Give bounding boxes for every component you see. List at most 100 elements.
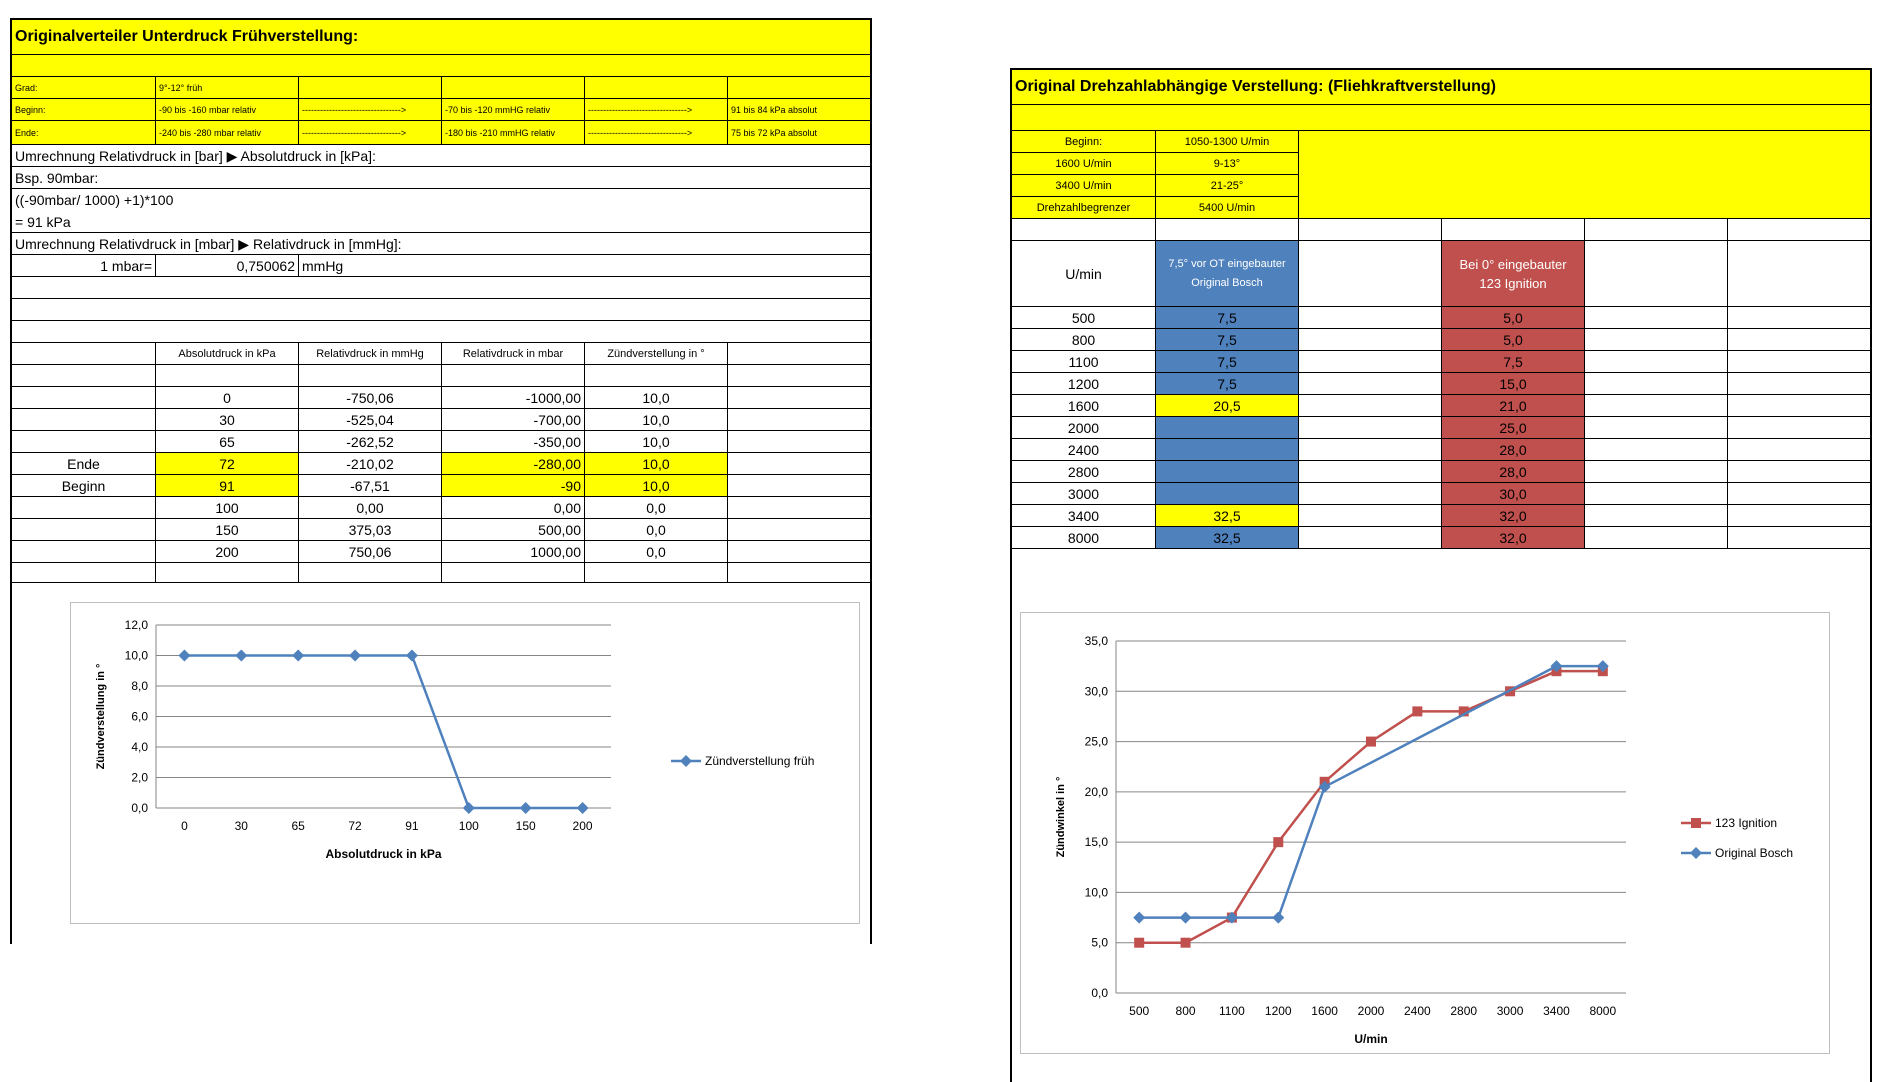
header-kpa: Absolutdruck in kPa (155, 343, 298, 365)
mbar-value: -90 (441, 475, 584, 497)
info-row: Grad: 9°-12° früh (12, 76, 870, 99)
ignition-value: 5,0 (1441, 307, 1584, 329)
vacuum-title-row: Originalverteiler Unterdruck Frühverstel… (12, 20, 870, 54)
y-tick-label: 35,0 (1085, 634, 1109, 648)
x-tick-label: 3000 (1497, 1004, 1524, 1018)
header-mmhg: Relativdruck in mmHg (298, 343, 441, 365)
grid-cell (727, 519, 870, 541)
info-value: -180 bis -210 mmHG relativ (441, 121, 584, 145)
grid-cell (1298, 351, 1441, 373)
y-tick-label: 0,0 (131, 801, 148, 815)
ignition-value: 21,0 (1441, 395, 1584, 417)
mmhg-value: -262,52 (298, 431, 441, 453)
row-label (12, 497, 155, 519)
grid-cell (1727, 527, 1870, 549)
x-tick-label: 1100 (1219, 1004, 1245, 1018)
grid-cell (298, 365, 441, 387)
bosch-value: 7,5 (1155, 329, 1298, 351)
rpm-value: 500 (1071, 310, 1096, 326)
data-point (1225, 911, 1238, 924)
grid-cell (727, 475, 870, 497)
grid-cell (1727, 329, 1870, 351)
rpm-empty-row (1012, 218, 1870, 241)
mbar-value: 500,00 (441, 519, 584, 541)
conv2-unit: mmHg (298, 255, 498, 277)
info-row: 1600 U/min 9-13° (1012, 152, 1298, 175)
grid-cell (727, 431, 870, 453)
grid-cell (1727, 219, 1870, 241)
conv1-result: = 91 kPa (15, 214, 71, 230)
empty-row (12, 320, 870, 343)
legend-label: Original Bosch (1715, 846, 1793, 860)
grid-cell (1727, 373, 1870, 395)
centrifugal-advance-sheet: Original Drehzahlabhängige Verstellung: … (1010, 68, 1872, 1082)
x-tick-label: 1600 (1311, 1004, 1338, 1018)
data-point (1133, 911, 1146, 924)
table-row: 500 7,5 5,0 (1012, 306, 1870, 329)
grid-cell (1584, 219, 1727, 241)
header-bosch: 7,5° vor OT eingebauter Original Bosch (1155, 241, 1298, 307)
info-value: -90 bis -160 mbar relativ (155, 99, 298, 121)
data-point (235, 649, 248, 662)
x-tick-label: 500 (1129, 1004, 1149, 1018)
zv-value: 10,0 (584, 431, 727, 453)
grid-cell (441, 563, 584, 583)
header-cell (12, 343, 155, 365)
vacuum-table-header: Absolutdruck in kPa Relativdruck in mmHg… (12, 342, 870, 365)
ignition-value: 15,0 (1441, 373, 1584, 395)
zv-value: 10,0 (584, 387, 727, 409)
y-tick-label: 12,0 (125, 618, 149, 632)
mbar-value: 1000,00 (441, 541, 584, 563)
table-row: 1200 7,5 15,0 (1012, 372, 1870, 395)
data-point (1318, 780, 1331, 793)
header-cell (727, 343, 870, 365)
info-row: 3400 U/min 21-25° (1012, 174, 1298, 197)
data-point (462, 802, 475, 814)
series-line (184, 654, 583, 810)
rpm-chart-box: 0,0 5,0 10,0 15,0 20,0 25,0 30,0 35,0 500 800 1100… (1020, 612, 1830, 1054)
info-value (298, 77, 441, 99)
empty-row (12, 276, 870, 299)
kpa-value: 91 (155, 475, 298, 497)
table-bottom-line (1012, 548, 1870, 549)
x-tick-label: 800 (1176, 1004, 1196, 1018)
grid-cell (1727, 351, 1870, 373)
x-tick-label: 2400 (1404, 1004, 1431, 1018)
rpm-table-header: U/min 7,5° vor OT eingebauter Original B… (1012, 240, 1870, 307)
y-axis-label: Zündwinkel in ° (1055, 777, 1067, 858)
y-tick-label: 5,0 (1091, 936, 1108, 950)
grid-cell (1727, 417, 1870, 439)
vacuum-table-spacer (12, 364, 870, 387)
spacer-row (12, 54, 870, 77)
zv-value: 10,0 (584, 409, 727, 431)
info-row: Beginn: 1050-1300 U/min (1012, 130, 1298, 153)
ignition-value: 7,5 (1441, 351, 1584, 373)
mmhg-value: -210,02 (298, 453, 441, 475)
table-row: 2800 28,0 (1012, 460, 1870, 483)
kpa-value: 30 (155, 409, 298, 431)
mmhg-value: -525,04 (298, 409, 441, 431)
mbar-value: -350,00 (441, 431, 584, 453)
data-point (1180, 937, 1191, 948)
y-tick-label: 8,0 (131, 679, 148, 693)
conv1-title: Umrechnung Relativdruck in [bar] ▶ Absol… (15, 148, 376, 164)
info-value (727, 77, 870, 99)
grid-cell (1727, 241, 1870, 307)
grid-cell (298, 563, 441, 583)
mbar-value: -280,00 (441, 453, 584, 475)
table-row: 1100 7,5 7,5 (1012, 350, 1870, 373)
y-tick-label: 6,0 (131, 710, 148, 724)
rpm-title: Original Drehzahlabhängige Verstellung: … (1015, 78, 1496, 95)
bosch-value (1155, 461, 1298, 483)
conv1-title-row: Umrechnung Relativdruck in [bar] ▶ Absol… (12, 144, 870, 167)
vacuum-chart-box: 0,0 2,0 4,0 6,0 8,0 10,0 12,0 0 30 65 72 91 100 150 20… (70, 602, 860, 924)
conv2-title: Umrechnung Relativdruck in [mbar] ▶ Rela… (15, 236, 402, 252)
row-label: Ende (67, 456, 100, 472)
table-row: 100 0,00 0,00 0,0 (12, 496, 870, 519)
info-label: Ende: (15, 128, 39, 138)
zv-value: 0,0 (584, 497, 727, 519)
data-point (1412, 706, 1423, 717)
grid-cell (1298, 417, 1441, 439)
grid-cell (1584, 373, 1727, 395)
grid-cell (584, 365, 727, 387)
